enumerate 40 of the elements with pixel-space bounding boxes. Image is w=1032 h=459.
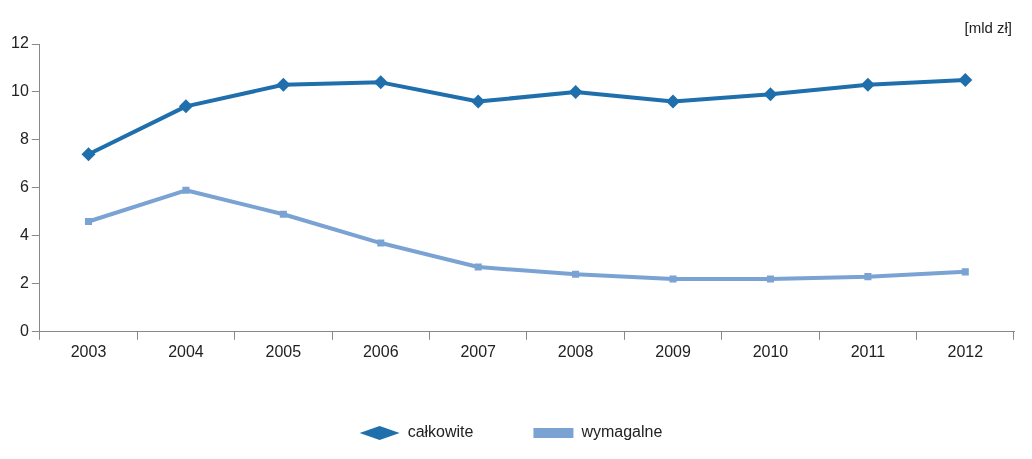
y-tick-label: 10	[11, 82, 29, 100]
point	[669, 275, 677, 283]
y-tick-label: 6	[19, 178, 29, 196]
x-tick-label: 2005	[265, 342, 302, 360]
x-tick-label: 2009	[655, 342, 691, 360]
y-tick-label: 12	[11, 34, 29, 52]
point	[474, 263, 482, 271]
point	[279, 210, 287, 218]
legend-label: całkowite	[407, 423, 474, 441]
y-axis-title: [mld zł]	[964, 18, 1012, 36]
point	[958, 72, 973, 87]
point	[864, 273, 872, 281]
point	[471, 94, 486, 109]
point	[568, 84, 583, 99]
point	[666, 94, 681, 109]
point	[961, 268, 969, 276]
point	[182, 186, 190, 194]
point	[377, 239, 385, 247]
point	[84, 217, 93, 226]
point	[178, 99, 193, 114]
x-tick-label: 2011	[850, 342, 886, 360]
y-tick-label: 8	[19, 130, 29, 148]
point	[860, 77, 875, 92]
legend-label: wymagalne	[580, 423, 663, 441]
point	[373, 75, 388, 90]
x-tick-label: 2012	[947, 342, 984, 360]
point	[763, 87, 778, 102]
x-tick-label: 2003	[70, 342, 107, 360]
point	[276, 77, 291, 92]
y-tick-label: 2	[19, 274, 29, 292]
y-tick-label: 0	[19, 322, 29, 340]
x-tick-label: 2008	[557, 342, 594, 360]
x-tick-label: 2006	[362, 342, 399, 360]
y-tick-label: 4	[19, 226, 29, 244]
point	[81, 147, 96, 162]
x-tick-label: 2007	[460, 342, 497, 360]
point	[572, 270, 580, 278]
x-tick-label: 2010	[752, 342, 789, 360]
x-tick-label: 2004	[168, 342, 204, 360]
point	[766, 275, 774, 283]
